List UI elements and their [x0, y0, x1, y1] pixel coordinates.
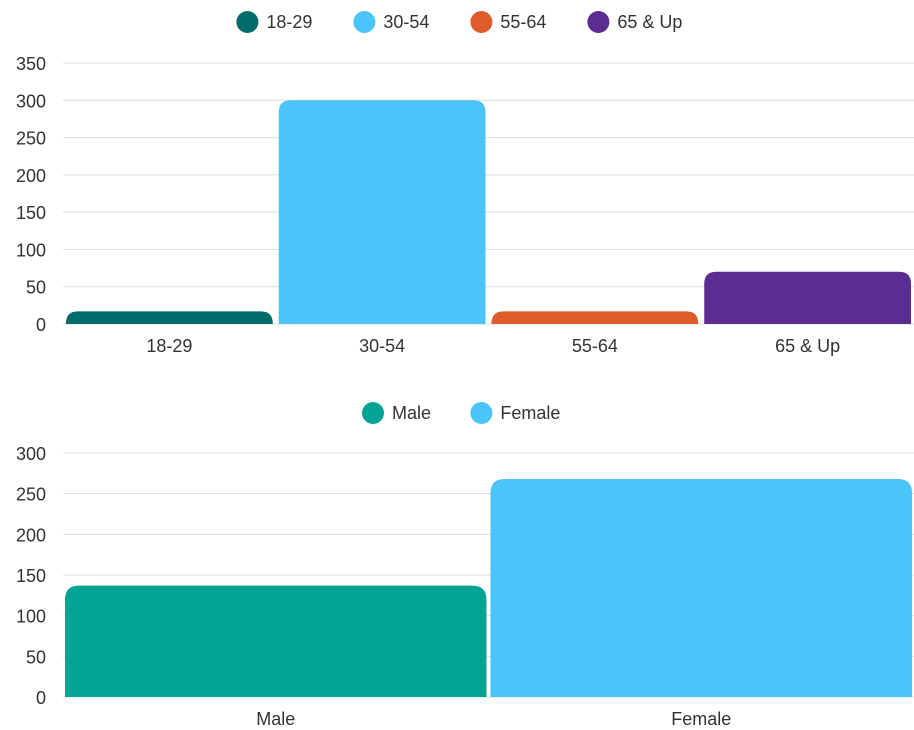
legend-label-30-54: 30-54	[383, 12, 429, 32]
y-tick-label-200: 200	[16, 525, 46, 545]
y-tick-label-100: 100	[16, 240, 46, 260]
legend-item-55-64: 55-64	[470, 11, 546, 33]
bar-18-29	[66, 311, 273, 324]
legend-label-male: Male	[392, 403, 431, 423]
y-tick-label-200: 200	[16, 166, 46, 186]
bar-65-up	[704, 271, 911, 324]
y-tick-label-300: 300	[16, 444, 46, 464]
legend-swatch-female	[470, 402, 493, 424]
gender-chart-svg: Male Female 0 50 100 150 200 250 300 Male Female	[16, 402, 914, 729]
legend-item-female: Female	[470, 402, 560, 424]
y-tick-label-250: 250	[16, 129, 46, 149]
x-tick-label-female: Female	[671, 709, 731, 725]
legend-item-65-up: 65 & Up	[587, 11, 682, 33]
legend-swatch-male	[362, 402, 384, 424]
gender-chart: Male Female 0 50 100 150 200 250 300 Male Female	[0, 390, 914, 729]
y-tick-label-300: 300	[16, 91, 46, 111]
bar-male	[65, 585, 487, 697]
y-tick-label-50: 50	[26, 278, 46, 298]
x-tick-label-65-up: 65 & Up	[775, 336, 840, 356]
y-tick-label-0: 0	[36, 315, 46, 335]
x-tick-label-30-54: 30-54	[359, 336, 405, 356]
legend-item-male: Male	[362, 402, 431, 424]
bar-female	[490, 479, 912, 697]
y-tick-label-150: 150	[16, 566, 46, 586]
legend-swatch-30-54	[353, 11, 376, 33]
y-tick-label-50: 50	[26, 647, 46, 667]
legend-swatch-55-64	[470, 11, 493, 33]
bar-30-54	[278, 100, 486, 325]
age-chart-svg: 18-29 30-54 55-64 65 & Up 0 50 100 150 200 250 300…	[16, 11, 914, 356]
y-tick-label-100: 100	[16, 607, 46, 627]
y-tick-label-250: 250	[16, 485, 46, 505]
legend-swatch-18-29	[236, 11, 259, 33]
legend-item-18-29: 18-29	[236, 11, 312, 33]
x-tick-label-55-64: 55-64	[572, 336, 618, 356]
legend-swatch-65-up	[587, 11, 610, 33]
y-tick-label-0: 0	[36, 688, 46, 708]
legend-label-65-up: 65 & Up	[617, 12, 682, 32]
age-chart: 18-29 30-54 55-64 65 & Up 0 50 100 150 200 250 300…	[16, 11, 914, 356]
x-tick-label-18-29: 18-29	[146, 336, 192, 356]
y-tick-label-150: 150	[16, 203, 46, 223]
y-tick-label-350: 350	[16, 54, 46, 74]
legend-item-30-54: 30-54	[353, 11, 429, 33]
legend-label-female: Female	[500, 403, 560, 423]
legend-label-55-64: 55-64	[500, 12, 546, 32]
x-tick-label-male: Male	[256, 709, 295, 725]
legend-label-18-29: 18-29	[266, 12, 312, 32]
bar-55-64	[491, 311, 699, 324]
